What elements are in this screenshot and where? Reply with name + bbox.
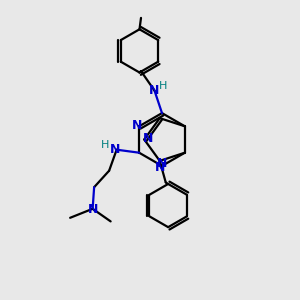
Text: N: N bbox=[131, 119, 142, 132]
Text: N: N bbox=[143, 131, 153, 145]
Text: N: N bbox=[155, 161, 166, 174]
Text: N: N bbox=[149, 83, 159, 97]
Text: N: N bbox=[110, 142, 120, 156]
Text: H: H bbox=[100, 140, 109, 150]
Text: H: H bbox=[159, 81, 167, 91]
Text: N: N bbox=[87, 203, 98, 216]
Text: N: N bbox=[157, 157, 167, 170]
